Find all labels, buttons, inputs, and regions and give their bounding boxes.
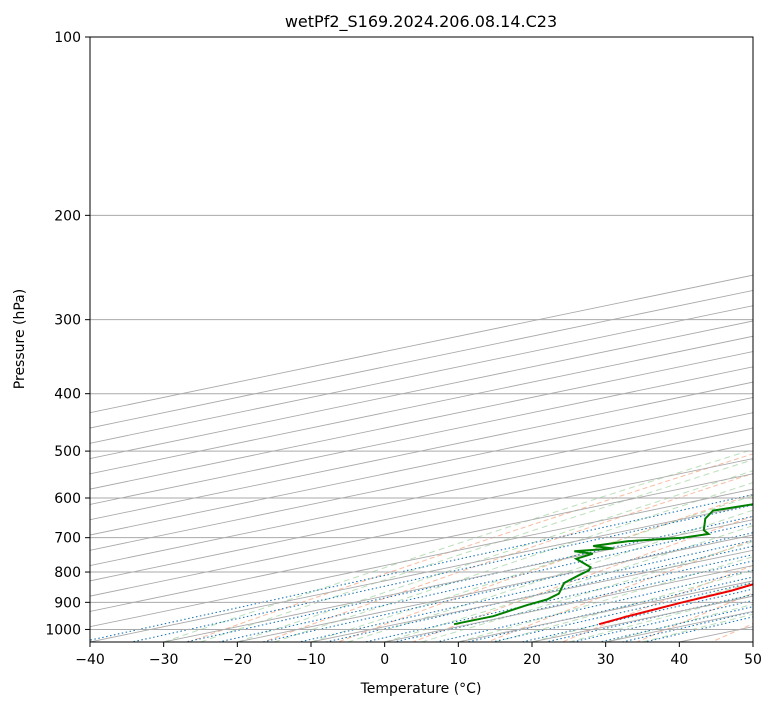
x-axis: −40 −30 −20 −10 0 10 20 30 40 50 (75, 642, 762, 668)
moist-adiabat (458, 556, 753, 642)
x-tick-label: 10 (449, 652, 467, 668)
moist-adiabat (237, 470, 753, 642)
isotherm-line (90, 289, 753, 429)
x-tick-label: 40 (670, 652, 688, 668)
isotherm-line (90, 335, 753, 475)
x-tick-label: 50 (744, 652, 762, 668)
isotherm-line (90, 396, 753, 536)
moist-adiabat (310, 495, 753, 642)
isotherm-line (90, 274, 753, 414)
mixing-ratio-line (521, 588, 753, 642)
isotherm-line (458, 580, 753, 642)
y-tick-label: 800 (54, 565, 81, 581)
moist-adiabat (200, 459, 753, 642)
y-tick-label: 400 (54, 387, 81, 403)
isotherm-line (90, 351, 753, 490)
x-tick-label: −30 (149, 652, 179, 668)
isotherm-line (679, 626, 753, 642)
x-tick-label: 20 (523, 652, 541, 668)
y-tick-label: 600 (54, 491, 81, 507)
dry-adiabat (636, 592, 753, 642)
profile-series (453, 503, 753, 626)
x-tick-label: 0 (380, 652, 389, 668)
y-tick-label: 1000 (45, 622, 81, 638)
mixing-ratio-line (622, 611, 753, 642)
moist-adiabat (531, 582, 753, 642)
moist-adiabat (163, 448, 753, 642)
moist-adiabat (274, 482, 753, 642)
mixing-ratio-line (645, 616, 753, 642)
mixing-ratio-line (185, 515, 753, 642)
x-tick-label: −40 (75, 652, 105, 668)
isotherm-line (90, 381, 753, 521)
background-lines (90, 37, 753, 642)
y-tick-label: 700 (54, 531, 81, 547)
moist-adiabat (421, 541, 753, 642)
x-axis-label: Temperature (°C) (360, 681, 482, 697)
dewpoint-profile-line (453, 503, 753, 626)
isotherm-line (90, 427, 753, 567)
isotherm-line (752, 641, 753, 642)
y-axis: 100 200 300 400 500 600 700 800 900 1000 (45, 30, 90, 638)
mixing-ratio-line (599, 606, 753, 642)
isotherm-line (90, 503, 753, 642)
dry-adiabat (263, 472, 753, 642)
mixing-ratio-line (218, 522, 753, 642)
plot-frame (89, 36, 754, 643)
dry-adiabat (487, 539, 753, 642)
mixing-ratio-line (131, 504, 753, 642)
y-tick-label: 100 (54, 30, 81, 46)
isotherm-line (163, 519, 753, 642)
isotherm-line (237, 534, 753, 642)
mixing-ratio-line (325, 545, 753, 642)
isotherm-line (90, 473, 753, 612)
dry-adiabat (338, 493, 753, 642)
mixing-ratio-line (572, 599, 753, 642)
mixing-ratio-line (467, 576, 753, 642)
moist-adiabat (384, 525, 753, 642)
y-tick-label: 300 (54, 313, 81, 329)
moist-adiabat (568, 593, 753, 642)
x-tick-label: −10 (296, 652, 326, 668)
dry-adiabat (188, 453, 753, 642)
mixing-ratio-line (394, 560, 753, 642)
isotherm-line (90, 458, 753, 597)
x-tick-label: 30 (597, 652, 615, 668)
isotherm-line (90, 442, 753, 582)
isotherm-line (90, 305, 753, 444)
y-tick-label: 200 (54, 208, 81, 224)
mixing-ratio-line (90, 494, 753, 641)
y-tick-label: 900 (54, 595, 81, 611)
isotherm-line (90, 366, 753, 505)
isotherm-line (90, 412, 753, 551)
isotherm-line (90, 488, 753, 628)
isotherm-line (90, 320, 753, 460)
y-tick-label: 500 (54, 444, 81, 460)
chart-title: wetPf2_S169.2024.206.08.14.C23 (285, 12, 557, 32)
y-axis-label: Pressure (hPa) (12, 289, 28, 389)
x-tick-label: −20 (223, 652, 253, 668)
mixing-ratio-line (546, 593, 753, 642)
moist-adiabat (495, 569, 753, 642)
